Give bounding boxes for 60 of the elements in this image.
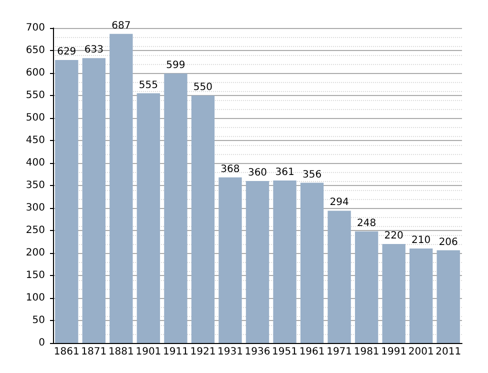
data-label: 555 bbox=[138, 80, 158, 91]
bar bbox=[273, 180, 296, 343]
y-tick-label: 0 bbox=[38, 338, 45, 348]
x-tick-label: 1961 bbox=[299, 346, 325, 358]
x-tick-label: 2001 bbox=[408, 346, 434, 358]
bar bbox=[82, 58, 106, 343]
x-tick-label: 1921 bbox=[190, 346, 216, 358]
bar bbox=[436, 250, 460, 343]
y-tick-label: 200 bbox=[26, 248, 45, 258]
x-tick-label: 1901 bbox=[136, 346, 162, 358]
x-tick-label: 1951 bbox=[272, 346, 298, 358]
x-tick-label: 1991 bbox=[381, 346, 407, 358]
x-tick-label: 1881 bbox=[108, 346, 134, 358]
y-tick-label: 50 bbox=[32, 315, 45, 326]
x-tick-label: 1871 bbox=[81, 346, 107, 358]
data-label: 599 bbox=[166, 60, 186, 71]
y-tick-label: 150 bbox=[26, 270, 45, 281]
y-tick-label: 100 bbox=[26, 292, 45, 304]
data-label: 294 bbox=[330, 197, 349, 208]
y-tick-label: 700 bbox=[26, 22, 45, 34]
bar bbox=[136, 93, 160, 343]
y-tick-label: 600 bbox=[26, 68, 45, 78]
y-tick-label: 500 bbox=[26, 112, 45, 124]
data-label: 220 bbox=[384, 230, 404, 242]
data-label: 633 bbox=[84, 44, 104, 56]
bar bbox=[164, 73, 188, 343]
x-tick-label: 1931 bbox=[218, 346, 243, 358]
data-label: 206 bbox=[438, 236, 458, 248]
y-tick-label: 300 bbox=[26, 202, 45, 214]
bar bbox=[300, 182, 324, 343]
bar bbox=[328, 210, 351, 343]
data-label: 360 bbox=[248, 168, 268, 178]
data-label: 629 bbox=[57, 46, 76, 58]
y-tick-label: 650 bbox=[26, 45, 45, 56]
bar bbox=[191, 96, 215, 343]
bar bbox=[218, 177, 242, 343]
x-tick-label: 1981 bbox=[354, 346, 380, 358]
x-tick-label: 1911 bbox=[162, 346, 188, 358]
x-tick-label: 2011 bbox=[436, 346, 462, 358]
x-tick-label: 1971 bbox=[326, 346, 352, 358]
bar bbox=[410, 248, 433, 343]
x-tick-label: 1861 bbox=[54, 346, 80, 358]
data-label: 550 bbox=[193, 82, 213, 93]
bar bbox=[354, 231, 378, 343]
data-label: 687 bbox=[112, 20, 131, 32]
y-tick-label: 450 bbox=[26, 135, 45, 146]
y-tick-label: 350 bbox=[26, 180, 45, 191]
data-label: 248 bbox=[357, 218, 376, 229]
data-label: 356 bbox=[302, 169, 322, 180]
data-label: 210 bbox=[412, 235, 431, 246]
bar bbox=[382, 244, 406, 343]
bar bbox=[246, 181, 270, 343]
data-label: 368 bbox=[220, 164, 240, 175]
bar bbox=[55, 60, 78, 343]
y-tick-label: 400 bbox=[26, 158, 45, 168]
bar bbox=[110, 34, 133, 343]
x-tick-label: 1936 bbox=[244, 346, 270, 358]
data-label: 361 bbox=[275, 167, 294, 178]
y-tick-label: 550 bbox=[26, 90, 45, 101]
y-tick-label: 250 bbox=[26, 225, 45, 236]
